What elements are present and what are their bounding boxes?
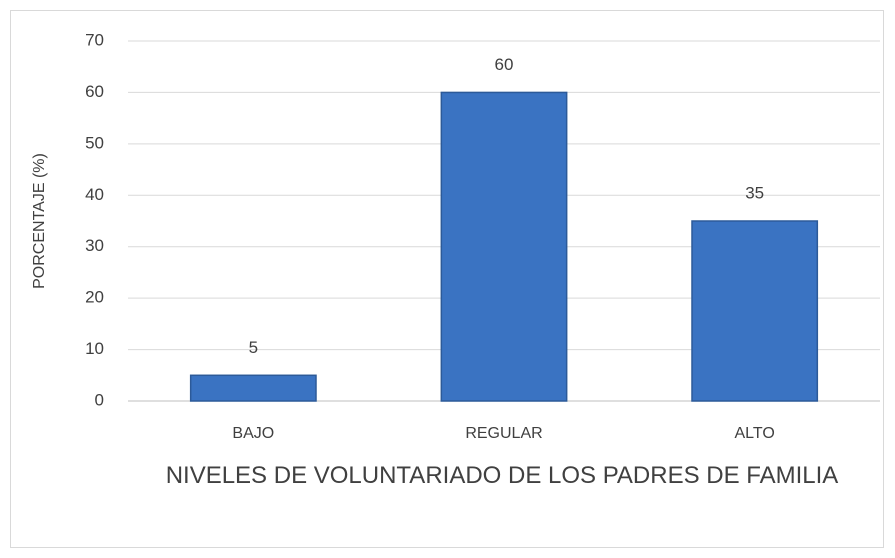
y-tick-label: 0 [95,390,104,409]
y-tick-label: 30 [85,236,104,255]
x-tick-label: REGULAR [465,425,542,442]
y-tick-label: 40 [85,185,104,204]
x-tick-label: ALTO [735,425,775,442]
value-label: 60 [495,55,514,74]
y-tick-label: 50 [85,133,104,152]
y-tick-label: 60 [85,82,104,101]
value-label: 5 [249,338,258,357]
value-label: 35 [745,183,764,202]
y-tick-label: 10 [85,339,104,358]
x-tick-label: BAJO [232,425,274,442]
bar [691,220,819,402]
y-axis-title: PORCENTAJE (%) [31,153,48,289]
bar [440,91,568,402]
bar [189,374,317,402]
x-axis-title: NIVELES DE VOLUNTARIADO DE LOS PADRES DE… [165,462,839,489]
y-tick-label: 70 [85,30,104,49]
y-tick-label: 20 [85,288,104,307]
